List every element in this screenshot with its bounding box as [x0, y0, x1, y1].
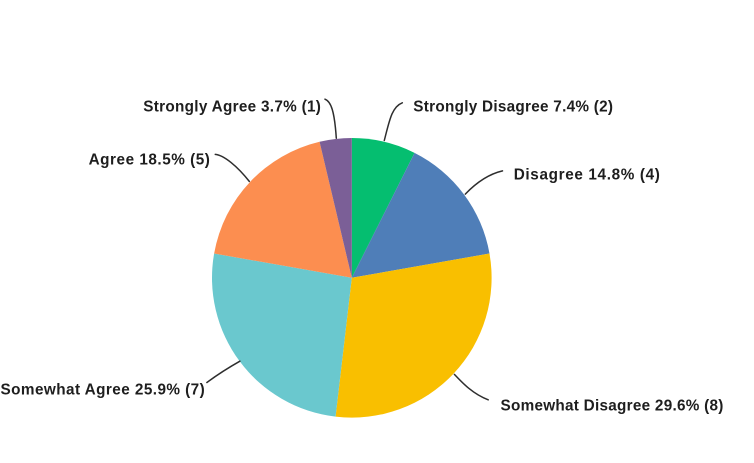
svg-text:Strongly Agree 3.7% (1): Strongly Agree 3.7% (1) [143, 98, 321, 115]
svg-text:Somewhat Disagree 29.6% (8): Somewhat Disagree 29.6% (8) [501, 398, 724, 415]
svg-text:Agree 18.5% (5): Agree 18.5% (5) [89, 152, 210, 169]
svg-text:Somewhat Agree 25.9% (7): Somewhat Agree 25.9% (7) [1, 381, 205, 398]
svg-text:Strongly Disagree 7.4% (2): Strongly Disagree 7.4% (2) [413, 98, 613, 115]
svg-text:Disagree 14.8% (4): Disagree 14.8% (4) [514, 167, 660, 184]
